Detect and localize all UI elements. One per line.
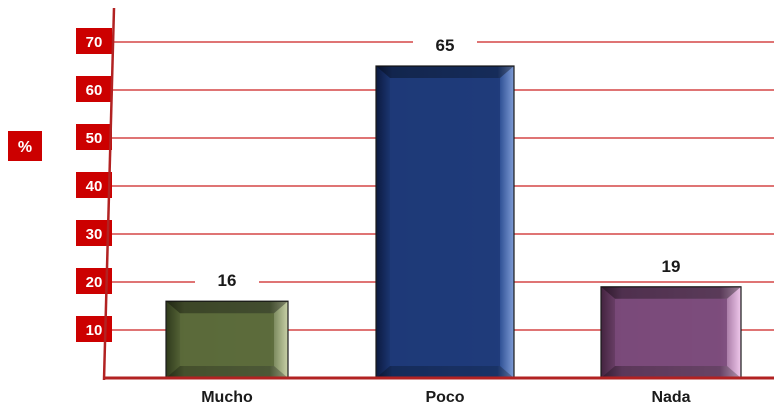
bars [165, 65, 742, 379]
data-label-nada: 19 [662, 257, 681, 276]
y-axis [102, 7, 116, 381]
y-unit-label: % [8, 131, 42, 161]
data-label-poco: 65 [436, 36, 455, 55]
y-tick-label: 60 [86, 82, 103, 99]
y-unit-text: % [18, 139, 32, 156]
y-tick-60: 60 [76, 76, 112, 102]
bar-nada [600, 286, 742, 379]
category-label-nada: Nada [651, 389, 690, 406]
y-tick-box [76, 220, 112, 246]
y-tick-40: 40 [76, 172, 112, 198]
category-labels: Mucho Poco Nada [201, 389, 690, 406]
y-tick-label: 30 [86, 226, 103, 243]
y-tick-50: 50 [76, 124, 112, 150]
y-tick-box [76, 28, 112, 54]
y-tick-box [76, 124, 112, 150]
data-label-mucho: 16 [218, 271, 237, 290]
y-tick-30: 30 [76, 220, 112, 246]
y-tick-70: 70 [76, 28, 112, 54]
y-tick-label: 10 [86, 322, 103, 339]
y-tick-label: 50 [86, 130, 103, 147]
y-tick-label: 20 [86, 274, 103, 291]
category-label-poco: Poco [425, 389, 464, 406]
category-label-mucho: Mucho [201, 389, 253, 406]
bar-poco [375, 65, 515, 379]
y-tick-box [76, 76, 112, 102]
bar-mucho [165, 300, 289, 379]
data-labels: 16 65 19 [195, 34, 703, 292]
y-tick-box [76, 172, 112, 198]
y-tick-label: 40 [86, 178, 103, 195]
y-tick-label: 70 [86, 34, 103, 51]
